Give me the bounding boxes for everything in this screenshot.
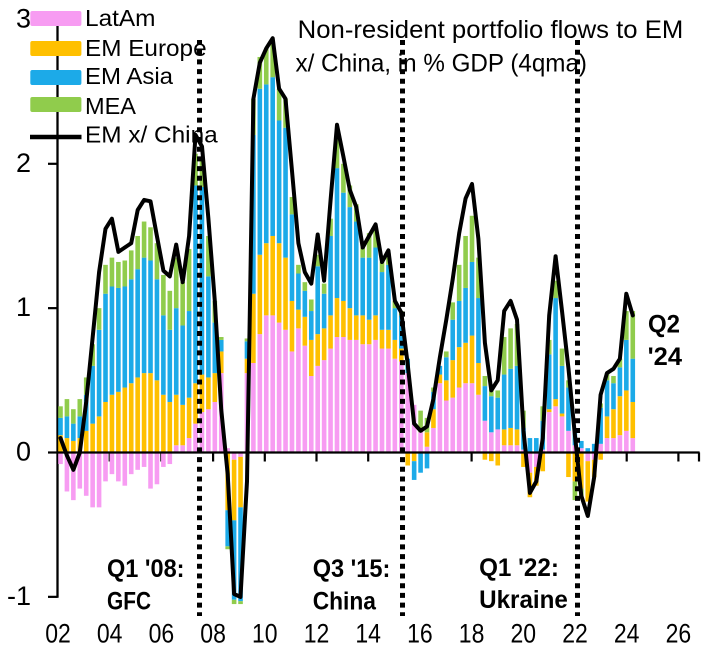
svg-text:Non-resident portfolio flows t: Non-resident portfolio flows to EM bbox=[298, 16, 684, 44]
svg-text:04: 04 bbox=[97, 619, 123, 649]
svg-text:12: 12 bbox=[304, 619, 330, 649]
svg-text:EM Europe: EM Europe bbox=[85, 35, 207, 61]
svg-text:x/ China, in % GDP (4qma): x/ China, in % GDP (4qma) bbox=[296, 50, 588, 78]
svg-text:16: 16 bbox=[407, 619, 433, 649]
svg-text:14: 14 bbox=[355, 619, 381, 649]
svg-text:20: 20 bbox=[511, 619, 537, 649]
svg-text:18: 18 bbox=[459, 619, 485, 649]
svg-text:EM Asia: EM Asia bbox=[85, 63, 174, 89]
svg-text:Ukraine: Ukraine bbox=[479, 586, 568, 614]
svg-text:24: 24 bbox=[614, 619, 640, 649]
svg-text:'24: '24 bbox=[648, 343, 682, 371]
svg-text:3: 3 bbox=[16, 4, 31, 34]
svg-text:China: China bbox=[313, 588, 377, 616]
svg-text:10: 10 bbox=[252, 619, 278, 649]
svg-text:0: 0 bbox=[16, 437, 31, 467]
svg-text:06: 06 bbox=[149, 619, 175, 649]
svg-text:Q1 '22:: Q1 '22: bbox=[479, 554, 559, 582]
svg-text:02: 02 bbox=[45, 619, 71, 649]
svg-text:GFC: GFC bbox=[107, 588, 151, 616]
svg-text:MEA: MEA bbox=[85, 93, 136, 119]
svg-text:26: 26 bbox=[666, 619, 692, 649]
svg-text:EM x/ China: EM x/ China bbox=[85, 122, 219, 148]
svg-text:-1: -1 bbox=[7, 581, 31, 611]
svg-text:2: 2 bbox=[16, 148, 31, 178]
svg-text:1: 1 bbox=[16, 292, 31, 322]
svg-text:Q1 '08:: Q1 '08: bbox=[107, 555, 185, 583]
svg-text:08: 08 bbox=[200, 619, 226, 649]
svg-text:Q2: Q2 bbox=[648, 311, 680, 339]
svg-text:LatAm: LatAm bbox=[85, 5, 156, 31]
svg-text:22: 22 bbox=[562, 619, 588, 649]
svg-text:Q3 '15:: Q3 '15: bbox=[313, 555, 391, 583]
